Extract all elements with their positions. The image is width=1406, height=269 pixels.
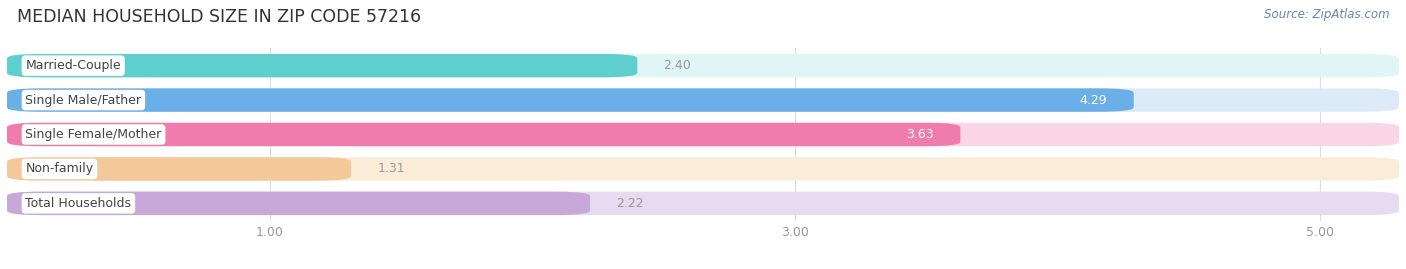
FancyBboxPatch shape xyxy=(7,54,637,77)
Text: MEDIAN HOUSEHOLD SIZE IN ZIP CODE 57216: MEDIAN HOUSEHOLD SIZE IN ZIP CODE 57216 xyxy=(17,8,420,26)
Text: 1.31: 1.31 xyxy=(377,162,405,175)
Text: Single Female/Mother: Single Female/Mother xyxy=(25,128,162,141)
FancyBboxPatch shape xyxy=(7,88,1133,112)
Text: 4.29: 4.29 xyxy=(1080,94,1108,107)
FancyBboxPatch shape xyxy=(7,157,351,181)
Text: 2.22: 2.22 xyxy=(616,197,644,210)
Text: Non-family: Non-family xyxy=(25,162,94,175)
FancyBboxPatch shape xyxy=(7,54,1399,77)
Text: 3.63: 3.63 xyxy=(907,128,934,141)
FancyBboxPatch shape xyxy=(7,123,1399,146)
Text: Single Male/Father: Single Male/Father xyxy=(25,94,142,107)
FancyBboxPatch shape xyxy=(7,123,960,146)
Text: Married-Couple: Married-Couple xyxy=(25,59,121,72)
FancyBboxPatch shape xyxy=(7,192,591,215)
Text: 2.40: 2.40 xyxy=(664,59,692,72)
FancyBboxPatch shape xyxy=(7,192,1399,215)
FancyBboxPatch shape xyxy=(7,157,1399,181)
FancyBboxPatch shape xyxy=(7,88,1399,112)
Text: Total Households: Total Households xyxy=(25,197,131,210)
Text: Source: ZipAtlas.com: Source: ZipAtlas.com xyxy=(1264,8,1389,21)
